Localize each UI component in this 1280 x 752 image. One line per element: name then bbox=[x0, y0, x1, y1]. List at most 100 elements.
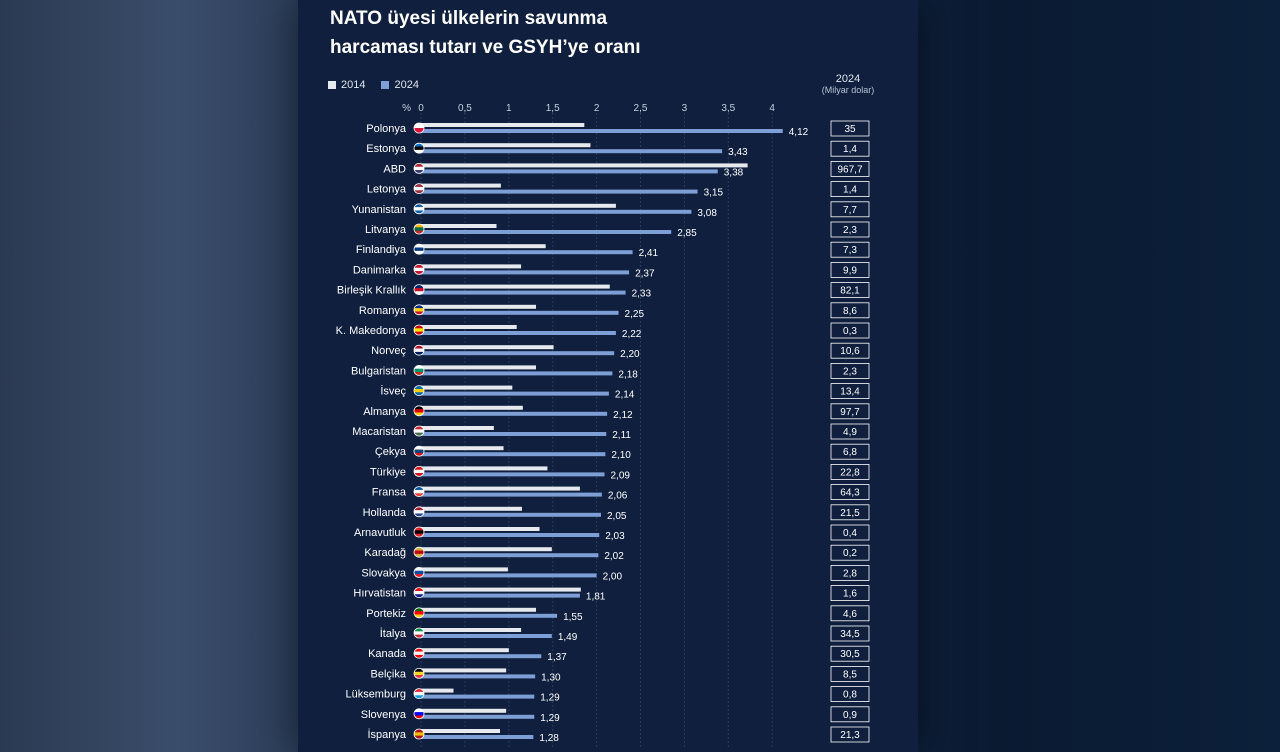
bar-2024 bbox=[421, 533, 600, 537]
country-label: Danimarka bbox=[353, 264, 407, 276]
bar-2024 bbox=[421, 209, 692, 214]
bar-2014 bbox=[421, 567, 508, 572]
legend-item-2014: 2014 bbox=[328, 79, 365, 91]
spending-box bbox=[830, 463, 870, 480]
bar-2014 bbox=[421, 729, 501, 733]
spending-box bbox=[830, 282, 870, 299]
flag-stripe bbox=[414, 163, 424, 167]
flag-stripe bbox=[414, 368, 424, 373]
value-label-2024: 1,49 bbox=[558, 632, 578, 643]
spending-box bbox=[830, 484, 870, 501]
legend-swatch-2024 bbox=[381, 81, 390, 89]
bar-2014 bbox=[421, 668, 507, 673]
country-flag-icon bbox=[413, 162, 425, 174]
country-flag-icon bbox=[413, 425, 425, 437]
flag-stripe bbox=[414, 631, 424, 635]
flag-stripe bbox=[414, 530, 424, 534]
value-label-2024: 4,12 bbox=[789, 127, 809, 138]
x-unit-label: % bbox=[402, 103, 411, 114]
country-label: Türkiye bbox=[370, 466, 406, 478]
spending-value: 4,6 bbox=[843, 609, 857, 620]
bar-2014 bbox=[421, 405, 523, 410]
legend-swatch-2014 bbox=[328, 81, 336, 89]
flag-stripe bbox=[414, 392, 424, 396]
value-label-2024: 2,03 bbox=[605, 531, 625, 542]
value-label-2024: 2,10 bbox=[611, 450, 631, 461]
spending-box bbox=[830, 403, 870, 420]
flag-stripe bbox=[414, 510, 424, 514]
bar-2024 bbox=[421, 270, 630, 275]
value-label-2024: 2,11 bbox=[612, 430, 631, 441]
spending-box bbox=[830, 585, 870, 601]
spending-value: 21,5 bbox=[840, 508, 860, 519]
flag-stripe bbox=[414, 186, 424, 191]
spending-box bbox=[830, 544, 870, 561]
flag-stripe bbox=[414, 567, 424, 571]
bar-2024 bbox=[421, 573, 597, 578]
spending-value: 1,4 bbox=[843, 185, 857, 196]
bar-2014 bbox=[421, 446, 504, 451]
spending-box bbox=[830, 241, 870, 258]
infographic-panel: NATO üyesi ülkelerin savunma harcaması t… bbox=[298, 0, 918, 752]
country-flag-icon bbox=[413, 506, 425, 518]
spending-value: 82,1 bbox=[840, 286, 860, 297]
flag-stripe bbox=[414, 345, 424, 349]
spending-box bbox=[830, 383, 870, 400]
country-label: Romanya bbox=[359, 305, 407, 317]
flag-stripe bbox=[414, 271, 424, 275]
flag-stripe bbox=[414, 449, 424, 454]
flag-stripe bbox=[414, 244, 424, 248]
x-tick-label: 3 bbox=[682, 103, 688, 114]
bar-2024 bbox=[421, 351, 615, 356]
spending-box bbox=[830, 625, 870, 642]
flag-stripe bbox=[414, 203, 424, 208]
bar-2014 bbox=[421, 345, 554, 350]
country-label: Hırvatistan bbox=[353, 588, 406, 600]
bar-2014 bbox=[421, 426, 494, 430]
spending-value: 7,7 bbox=[843, 205, 857, 216]
value-label-2024: 1,81 bbox=[586, 592, 606, 603]
flag-stripe bbox=[414, 405, 424, 410]
x-tick-label: 0,5 bbox=[458, 103, 472, 114]
country-label: Finlandiya bbox=[356, 244, 407, 256]
country-label: Lüksemburg bbox=[345, 689, 406, 701]
flag-stripe bbox=[414, 230, 424, 234]
flag-stripe bbox=[414, 247, 424, 252]
bar-2024 bbox=[421, 230, 672, 234]
spending-value: 35 bbox=[844, 124, 856, 135]
flag-stripe bbox=[414, 328, 424, 332]
title-line-1: NATO üyesi ülkelerin savunma bbox=[330, 8, 608, 29]
flag-stripe bbox=[414, 574, 424, 578]
country-flag-icon bbox=[413, 486, 425, 498]
bar-2014 bbox=[421, 708, 507, 713]
flag-stripe bbox=[414, 550, 424, 555]
flag-stripe bbox=[414, 466, 424, 470]
spending-box bbox=[830, 362, 870, 379]
flag-stripe bbox=[414, 183, 424, 188]
bar-2014 bbox=[421, 183, 501, 188]
bar-2014 bbox=[421, 244, 546, 249]
flag-stripe bbox=[414, 348, 424, 353]
value-label-2024: 2,06 bbox=[608, 491, 628, 502]
spending-value: 64,3 bbox=[840, 488, 860, 499]
bar-2014 bbox=[421, 284, 610, 289]
spending-box bbox=[830, 181, 870, 198]
spending-value: 10,6 bbox=[840, 346, 860, 357]
spending-box bbox=[830, 605, 870, 622]
bar-2024 bbox=[421, 472, 605, 477]
bar-2014 bbox=[421, 365, 537, 370]
bar-chart: 0 0,5 1 1,5 2 2,5 3 3,5 4% Polonya 4,12 35 Estonya 3,… bbox=[336, 103, 870, 748]
country-flag-icon bbox=[413, 263, 425, 275]
flag-stripe bbox=[414, 527, 424, 531]
spending-value: 967,7 bbox=[837, 164, 862, 175]
flag-stripe bbox=[414, 570, 424, 575]
flag-stripe bbox=[414, 372, 424, 376]
value-label-2024: 3,43 bbox=[728, 147, 748, 158]
flag-stripe bbox=[414, 149, 424, 154]
bar-2014 bbox=[421, 163, 748, 168]
legend-label-2024: 2024 bbox=[394, 79, 419, 91]
spending-value: 0,8 bbox=[843, 690, 857, 701]
country-flag-icon bbox=[413, 728, 425, 740]
flag-stripe bbox=[414, 695, 424, 699]
flag-stripe bbox=[414, 493, 424, 497]
